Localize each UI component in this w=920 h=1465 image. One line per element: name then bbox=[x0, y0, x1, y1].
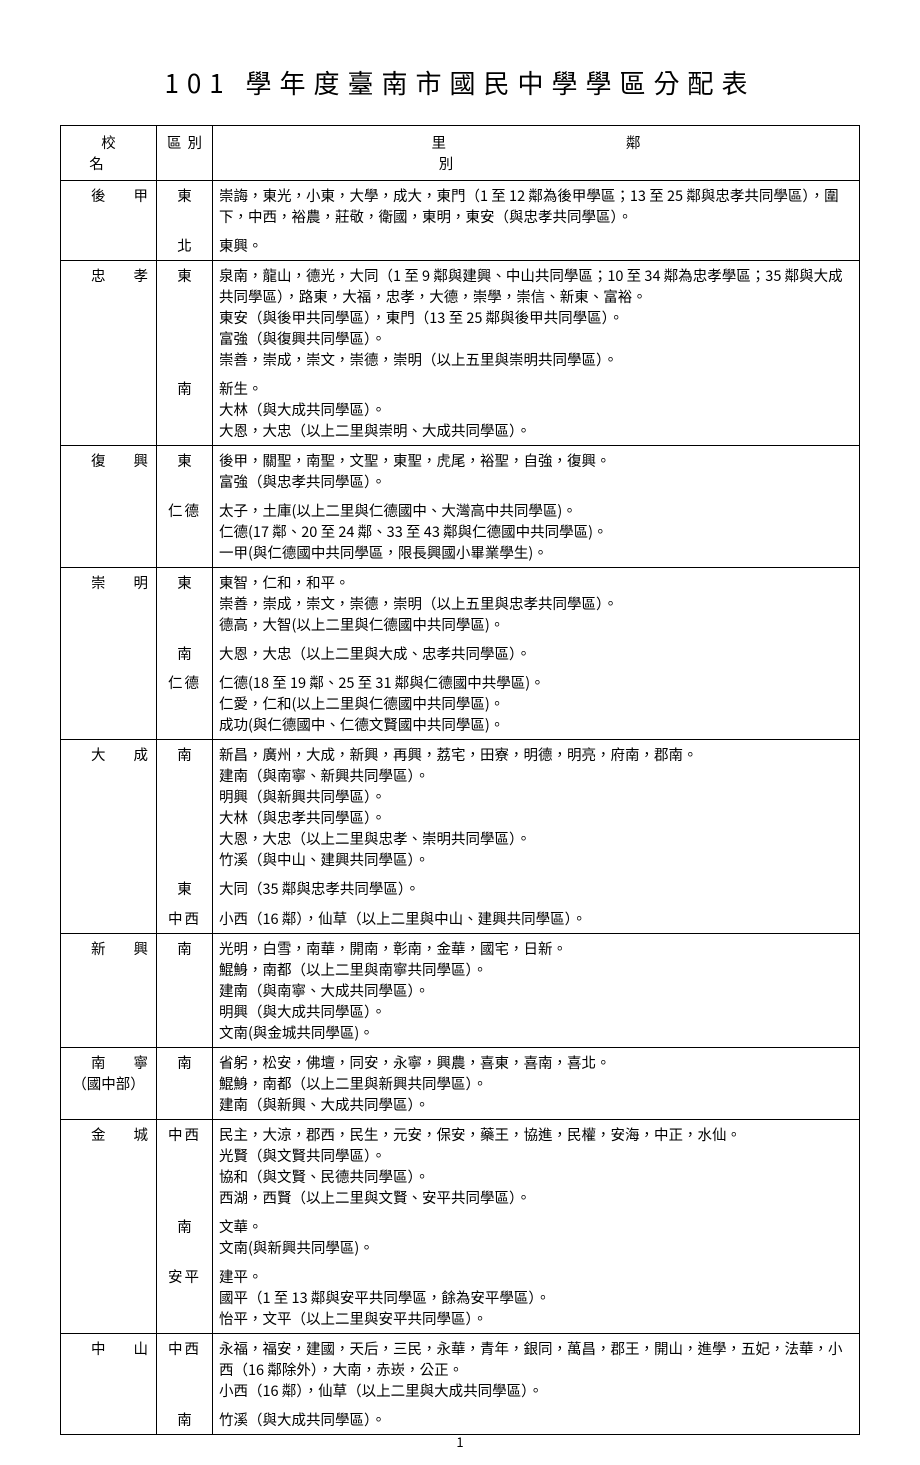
table-header-row: 校名 區別 里鄰別 bbox=[61, 126, 860, 181]
zone-cell: 南 bbox=[157, 374, 213, 445]
desc-cell: 太子，土庫(以上二里與仁德國中、大灣高中共同學區)。 仁德(17 鄰、20 至 … bbox=[213, 496, 859, 567]
zone-desc-container: 東崇誨，東光，小東，大學，成大，東門（1 至 12 鄰為後甲學區；13 至 25… bbox=[157, 181, 860, 261]
zone-desc-container: 東後甲，關聖，南聖，文聖，東聖，虎尾，裕聖，自強，復興。 富強（與忠孝共同學區）… bbox=[157, 446, 860, 568]
table-row: 大成南新昌，廣州，大成，新興，再興，荔宅，田寮，明德，明亮，府南，郡南。 建南（… bbox=[61, 740, 860, 933]
zone-cell: 中西 bbox=[157, 1334, 213, 1405]
desc-cell: 仁德(18 至 19 鄰、25 至 31 鄰與仁德國中共學區)。 仁愛，仁和(以… bbox=[213, 668, 859, 739]
zone-cell: 中西 bbox=[157, 904, 213, 933]
zone-cell: 南 bbox=[157, 1405, 213, 1434]
zone-desc-container: 東泉南，龍山，德光，大同（1 至 9 鄰與建興、中山共同學區；10 至 34 鄰… bbox=[157, 261, 860, 446]
col-school: 校名 bbox=[61, 126, 157, 181]
zone-cell: 南 bbox=[157, 639, 213, 668]
desc-cell: 民主，大涼，郡西，民生，元安，保安，藥王，協進，民權，安海，中正，水仙。 光賢（… bbox=[213, 1120, 859, 1212]
table-row: 復興東後甲，關聖，南聖，文聖，東聖，虎尾，裕聖，自強，復興。 富強（與忠孝共同學… bbox=[61, 446, 860, 568]
desc-cell: 大同（35 鄰與忠孝共同學區）。 bbox=[213, 874, 859, 903]
desc-cell: 光明，白雪，南華，開南，彰南，金華，國宅，日新。 鯤鯓，南都（以上二里與南寧共同… bbox=[213, 934, 859, 1047]
zone-cell: 仁德 bbox=[157, 496, 213, 567]
page: 101 學年度臺南市國民中學學區分配表 校名 區別 里鄰別 後甲東崇誨，東光，小… bbox=[0, 0, 920, 1465]
desc-cell: 永福，福安，建國，天后，三民，永華，青年，銀同，萬昌，郡王，開山，進學，五妃，法… bbox=[213, 1334, 859, 1405]
table-row: 南寧（國中部）南省躬，松安，佛壇，同安，永寧，興農，喜東，喜南，喜北。 鯤鯓，南… bbox=[61, 1047, 860, 1119]
desc-cell: 竹溪（與大成共同學區）。 bbox=[213, 1405, 859, 1434]
zone-cell: 南 bbox=[157, 1212, 213, 1262]
zone-cell: 東 bbox=[157, 261, 213, 374]
school-name: 新興 bbox=[61, 933, 157, 1047]
col-zone: 區別 bbox=[157, 126, 213, 181]
zone-cell: 南 bbox=[157, 740, 213, 874]
zone-cell: 南 bbox=[157, 934, 213, 1047]
desc-cell: 小西（16 鄰），仙草（以上二里與中山、建興共同學區）。 bbox=[213, 904, 859, 933]
table-row: 新興南光明，白雪，南華，開南，彰南，金華，國宅，日新。 鯤鯓，南都（以上二里與南… bbox=[61, 933, 860, 1047]
zone-desc-container: 東東智，仁和，和平。 崇善，崇成，崇文，崇德，崇明（以上五里與忠孝共同學區）。 … bbox=[157, 568, 860, 740]
zone-cell: 東 bbox=[157, 568, 213, 639]
zone-desc-container: 南新昌，廣州，大成，新興，再興，荔宅，田寮，明德，明亮，府南，郡南。 建南（與南… bbox=[157, 740, 860, 933]
school-sub-text: （國中部） bbox=[63, 1073, 154, 1094]
desc-cell: 文華。 文南(與新興共同學區)。 bbox=[213, 1212, 859, 1262]
desc-cell: 東興。 bbox=[213, 231, 859, 260]
desc-cell: 新昌，廣州，大成，新興，再興，荔宅，田寮，明德，明亮，府南，郡南。 建南（與南寧… bbox=[213, 740, 859, 874]
school-name: 南寧（國中部） bbox=[61, 1047, 157, 1119]
zone-desc-container: 南光明，白雪，南華，開南，彰南，金華，國宅，日新。 鯤鯓，南都（以上二里與南寧共… bbox=[157, 933, 860, 1047]
school-name: 復興 bbox=[61, 446, 157, 568]
zone-cell: 北 bbox=[157, 231, 213, 260]
zone-cell: 南 bbox=[157, 1048, 213, 1119]
col-desc: 里鄰別 bbox=[213, 126, 860, 181]
zone-cell: 安平 bbox=[157, 1262, 213, 1333]
table-row: 忠孝東泉南，龍山，德光，大同（1 至 9 鄰與建興、中山共同學區；10 至 34… bbox=[61, 261, 860, 446]
desc-cell: 省躬，松安，佛壇，同安，永寧，興農，喜東，喜南，喜北。 鯤鯓，南都（以上二里與新… bbox=[213, 1048, 859, 1119]
desc-cell: 東智，仁和，和平。 崇善，崇成，崇文，崇德，崇明（以上五里與忠孝共同學區）。 德… bbox=[213, 568, 859, 639]
zone-desc-container: 南省躬，松安，佛壇，同安，永寧，興農，喜東，喜南，喜北。 鯤鯓，南都（以上二里與… bbox=[157, 1047, 860, 1119]
zone-cell: 東 bbox=[157, 874, 213, 903]
page-number: 1 bbox=[0, 1432, 920, 1451]
zone-cell: 東 bbox=[157, 446, 213, 496]
zone-cell: 仁德 bbox=[157, 668, 213, 739]
table-row: 崇明東東智，仁和，和平。 崇善，崇成，崇文，崇德，崇明（以上五里與忠孝共同學區）… bbox=[61, 568, 860, 740]
district-table: 校名 區別 里鄰別 後甲東崇誨，東光，小東，大學，成大，東門（1 至 12 鄰為… bbox=[60, 125, 860, 1435]
page-title: 101 學年度臺南市國民中學學區分配表 bbox=[60, 64, 860, 101]
desc-cell: 泉南，龍山，德光，大同（1 至 9 鄰與建興、中山共同學區；10 至 34 鄰為… bbox=[213, 261, 859, 374]
zone-desc-container: 中西民主，大涼，郡西，民生，元安，保安，藥王，協進，民權，安海，中正，水仙。 光… bbox=[157, 1119, 860, 1333]
school-name: 忠孝 bbox=[61, 261, 157, 446]
zone-cell: 東 bbox=[157, 181, 213, 231]
table-row: 後甲東崇誨，東光，小東，大學，成大，東門（1 至 12 鄰為後甲學區；13 至 … bbox=[61, 181, 860, 261]
desc-cell: 新生。 大林（與大成共同學區）。 大恩，大忠（以上二里與崇明、大成共同學區）。 bbox=[213, 374, 859, 445]
table-row: 金城中西民主，大涼，郡西，民生，元安，保安，藥王，協進，民權，安海，中正，水仙。… bbox=[61, 1119, 860, 1333]
desc-cell: 後甲，關聖，南聖，文聖，東聖，虎尾，裕聖，自強，復興。 富強（與忠孝共同學區）。 bbox=[213, 446, 859, 496]
school-name: 中山 bbox=[61, 1333, 157, 1434]
school-name: 大成 bbox=[61, 740, 157, 933]
school-name-text: 南寧 bbox=[63, 1052, 154, 1073]
desc-cell: 建平。 國平（1 至 13 鄰與安平共同學區，餘為安平學區）。 怡平，文平（以上… bbox=[213, 1262, 859, 1333]
school-name: 金城 bbox=[61, 1119, 157, 1333]
desc-cell: 大恩，大忠（以上二里與大成、忠孝共同學區）。 bbox=[213, 639, 859, 668]
school-name: 後甲 bbox=[61, 181, 157, 261]
table-row: 中山中西永福，福安，建國，天后，三民，永華，青年，銀同，萬昌，郡王，開山，進學，… bbox=[61, 1333, 860, 1434]
school-name: 崇明 bbox=[61, 568, 157, 740]
zone-desc-container: 中西永福，福安，建國，天后，三民，永華，青年，銀同，萬昌，郡王，開山，進學，五妃… bbox=[157, 1333, 860, 1434]
zone-cell: 中西 bbox=[157, 1120, 213, 1212]
desc-cell: 崇誨，東光，小東，大學，成大，東門（1 至 12 鄰為後甲學區；13 至 25 … bbox=[213, 181, 859, 231]
